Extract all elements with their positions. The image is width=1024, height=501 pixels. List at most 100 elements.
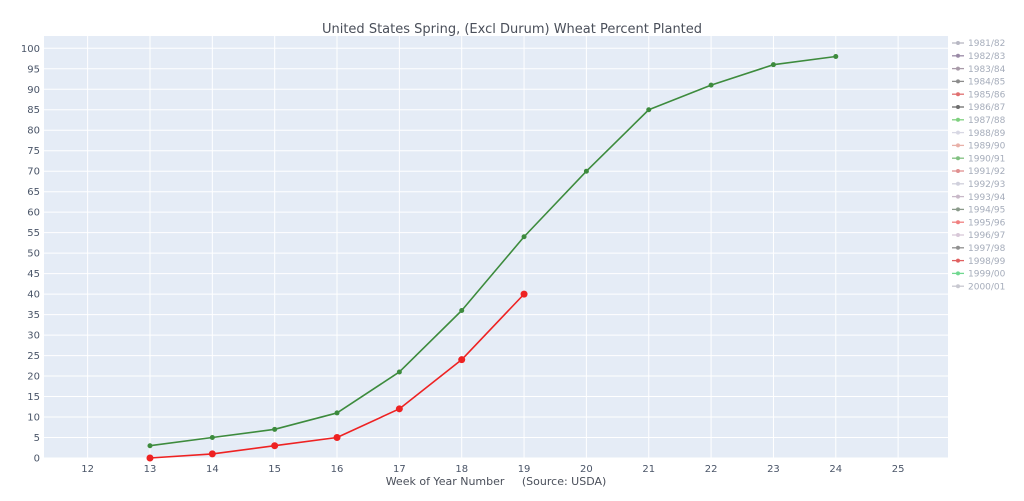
data-point[interactable]	[272, 426, 278, 432]
legend-label: 1991/92	[968, 167, 1005, 177]
legend-item[interactable]: 1994/95	[952, 206, 1005, 216]
x-tick-label: 24	[829, 464, 842, 475]
legend-label: 1983/84	[968, 65, 1006, 75]
y-tick-label: 70	[27, 167, 40, 178]
legend-swatch-marker	[956, 169, 960, 173]
legend-swatch-marker	[956, 245, 960, 250]
y-gridlines	[44, 47, 948, 459]
legend-swatch-marker	[956, 194, 960, 199]
legend-item[interactable]: 1999/00	[952, 270, 1006, 280]
legend-item[interactable]: 1983/84	[952, 65, 1006, 75]
legend-swatch-marker	[956, 181, 960, 186]
data-point[interactable]	[708, 82, 714, 88]
y-tick-label: 35	[27, 310, 40, 321]
data-point[interactable]	[146, 454, 154, 462]
y-tick-label: 85	[27, 105, 40, 116]
data-point[interactable]	[520, 290, 528, 298]
x-tick-label: 20	[580, 464, 593, 475]
legend-swatch-marker	[956, 233, 960, 237]
y-tick-label: 80	[27, 126, 40, 137]
plot-background	[44, 36, 948, 458]
legend-item[interactable]: 1981/82	[952, 39, 1005, 49]
legend-item[interactable]: 1989/90	[952, 142, 1006, 152]
chart-title: United States Spring, (Excl Durum) Wheat…	[322, 22, 702, 37]
x-tick-label: 19	[518, 464, 531, 475]
x-tick-label: 25	[892, 464, 905, 475]
legend-label: 2000/01	[968, 282, 1005, 292]
y-tick-label: 45	[27, 269, 40, 280]
x-axis-ticks: 12 13 14 15 16 17 18 19 20 21 22 23 24 25	[81, 464, 904, 475]
data-point[interactable]	[833, 53, 839, 59]
legend-label: 1996/97	[968, 231, 1005, 241]
legend-item[interactable]: 1995/96	[952, 218, 1006, 228]
y-tick-label: 55	[27, 228, 40, 239]
data-point[interactable]	[147, 443, 153, 449]
legend-label: 1992/93	[968, 180, 1005, 190]
legend-label: 1987/88	[968, 116, 1006, 126]
data-point[interactable]	[396, 369, 402, 375]
data-point[interactable]	[208, 450, 216, 458]
y-tick-label: 95	[27, 64, 40, 75]
legend-label: 1990/91	[968, 154, 1005, 164]
y-tick-label: 75	[27, 146, 40, 157]
data-point[interactable]	[521, 234, 527, 240]
legend-label: 1998/99	[968, 257, 1006, 267]
x-axis-title: Week of Year Number (Source: USDA)	[386, 475, 607, 488]
legend-item[interactable]: 1986/87	[952, 103, 1005, 113]
data-point[interactable]	[583, 168, 589, 174]
x-tick-label: 13	[144, 464, 157, 475]
legend-item[interactable]: 1982/83	[952, 52, 1005, 62]
legend-item[interactable]: 1993/94	[952, 193, 1006, 203]
data-point[interactable]	[209, 435, 215, 441]
series-layer	[146, 53, 839, 462]
y-axis-ticks: 0 5 10 15 20 25 30 35 40 45 50 55 60 65 70 75 80 85 90 95 10…	[21, 44, 40, 465]
data-point[interactable]	[646, 107, 652, 113]
legend-item[interactable]: 2000/01	[952, 282, 1005, 292]
legend-item[interactable]: 1998/99	[952, 257, 1006, 267]
legend-label: 1982/83	[968, 52, 1005, 62]
series-line	[149, 55, 836, 447]
series-1	[147, 53, 839, 449]
x-tick-label: 22	[705, 464, 718, 475]
legend-label: 1999/00	[968, 270, 1006, 280]
legend-label: 1993/94	[968, 193, 1006, 203]
legend-item[interactable]: 1984/85	[952, 78, 1005, 88]
x-tick-label: 18	[455, 464, 468, 475]
data-point[interactable]	[271, 442, 279, 450]
y-tick-label: 60	[27, 208, 40, 219]
legend-item[interactable]: 1997/98	[952, 244, 1006, 254]
y-tick-label: 0	[34, 454, 40, 465]
y-tick-label: 25	[27, 351, 40, 362]
x-tick-label: 21	[642, 464, 655, 475]
data-point[interactable]	[458, 356, 466, 364]
data-point[interactable]	[334, 410, 340, 416]
legend-swatch-marker	[956, 41, 960, 45]
legend-swatch-marker	[956, 105, 960, 109]
legend-swatch-marker	[956, 117, 960, 122]
data-point[interactable]	[333, 434, 341, 442]
y-tick-label: 90	[27, 85, 40, 96]
legend-item[interactable]: 1992/93	[952, 180, 1005, 190]
x-tick-label: 16	[331, 464, 344, 475]
legend-item[interactable]: 1987/88	[952, 116, 1006, 126]
legend-item[interactable]: 1988/89	[952, 129, 1006, 139]
legend-label: 1994/95	[968, 206, 1005, 216]
legend-item[interactable]: 1985/86	[952, 90, 1006, 100]
legend-swatch-marker	[956, 284, 960, 289]
y-tick-label: 30	[27, 331, 40, 342]
legend-label: 1988/89	[968, 129, 1006, 139]
data-point[interactable]	[395, 405, 403, 413]
legend-label: 1981/82	[968, 39, 1005, 49]
data-point[interactable]	[770, 62, 776, 68]
legend-item[interactable]: 1990/91	[952, 154, 1005, 164]
legend-swatch-marker	[956, 66, 960, 71]
series-2	[146, 290, 528, 462]
legend-label: 1995/96	[968, 218, 1006, 228]
legend-item[interactable]: 1991/92	[952, 167, 1005, 177]
y-tick-label: 50	[27, 249, 40, 260]
legend[interactable]: 1981/82 1982/83 1983/84 1984/85 1985/86 1986/…	[952, 39, 1006, 292]
legend-item[interactable]: 1996/97	[952, 231, 1005, 241]
data-point[interactable]	[459, 308, 465, 314]
